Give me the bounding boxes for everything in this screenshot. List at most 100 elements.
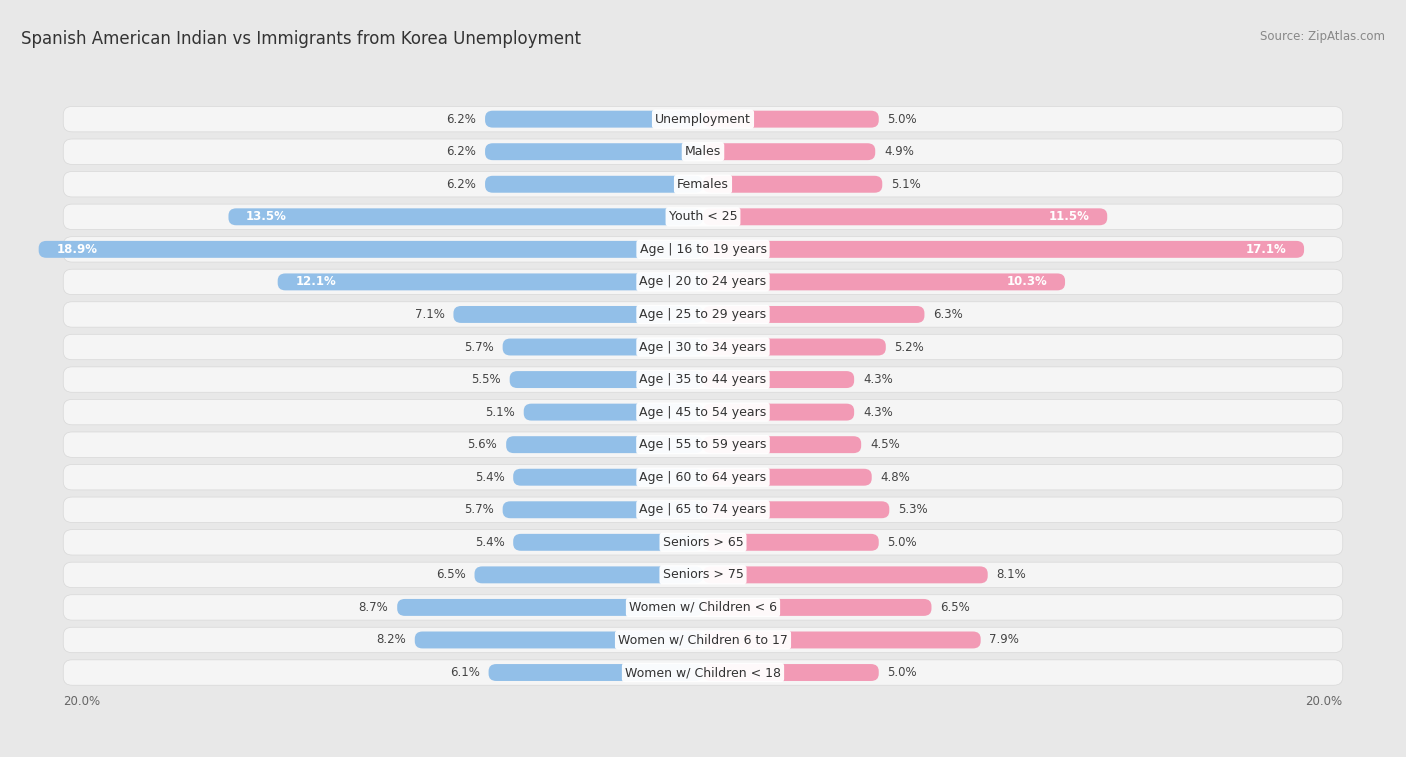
FancyBboxPatch shape — [703, 566, 987, 584]
FancyBboxPatch shape — [513, 469, 703, 486]
FancyBboxPatch shape — [703, 501, 889, 519]
Text: Age | 16 to 19 years: Age | 16 to 19 years — [640, 243, 766, 256]
FancyBboxPatch shape — [415, 631, 703, 649]
FancyBboxPatch shape — [63, 335, 1343, 360]
Text: Females: Females — [678, 178, 728, 191]
FancyBboxPatch shape — [703, 176, 883, 193]
Text: 4.3%: 4.3% — [863, 406, 893, 419]
FancyBboxPatch shape — [63, 595, 1343, 620]
Text: 17.1%: 17.1% — [1246, 243, 1286, 256]
Text: 5.3%: 5.3% — [898, 503, 928, 516]
FancyBboxPatch shape — [63, 367, 1343, 392]
Text: Spanish American Indian vs Immigrants from Korea Unemployment: Spanish American Indian vs Immigrants fr… — [21, 30, 581, 48]
Text: 7.9%: 7.9% — [990, 634, 1019, 646]
Text: 4.8%: 4.8% — [880, 471, 910, 484]
FancyBboxPatch shape — [703, 306, 925, 323]
Text: 5.6%: 5.6% — [468, 438, 498, 451]
Text: 5.4%: 5.4% — [475, 471, 505, 484]
FancyBboxPatch shape — [503, 501, 703, 519]
Text: Source: ZipAtlas.com: Source: ZipAtlas.com — [1260, 30, 1385, 43]
Text: 6.1%: 6.1% — [450, 666, 479, 679]
Text: 11.5%: 11.5% — [1049, 210, 1090, 223]
FancyBboxPatch shape — [703, 241, 1305, 258]
FancyBboxPatch shape — [703, 111, 879, 128]
FancyBboxPatch shape — [524, 403, 703, 421]
Text: 5.1%: 5.1% — [485, 406, 515, 419]
Text: 6.2%: 6.2% — [447, 178, 477, 191]
Text: 4.9%: 4.9% — [884, 145, 914, 158]
Text: Age | 35 to 44 years: Age | 35 to 44 years — [640, 373, 766, 386]
Text: 4.3%: 4.3% — [863, 373, 893, 386]
Text: 20.0%: 20.0% — [63, 695, 100, 708]
Text: 8.7%: 8.7% — [359, 601, 388, 614]
Text: 10.3%: 10.3% — [1007, 276, 1047, 288]
FancyBboxPatch shape — [703, 664, 879, 681]
Text: Age | 30 to 34 years: Age | 30 to 34 years — [640, 341, 766, 354]
Text: Age | 55 to 59 years: Age | 55 to 59 years — [640, 438, 766, 451]
Text: 5.0%: 5.0% — [887, 536, 917, 549]
FancyBboxPatch shape — [503, 338, 703, 356]
FancyBboxPatch shape — [63, 107, 1343, 132]
Text: Youth < 25: Youth < 25 — [669, 210, 737, 223]
FancyBboxPatch shape — [63, 432, 1343, 457]
FancyBboxPatch shape — [63, 400, 1343, 425]
FancyBboxPatch shape — [703, 469, 872, 486]
FancyBboxPatch shape — [63, 139, 1343, 164]
FancyBboxPatch shape — [703, 208, 1108, 226]
FancyBboxPatch shape — [454, 306, 703, 323]
FancyBboxPatch shape — [39, 241, 703, 258]
Text: 20.0%: 20.0% — [1306, 695, 1343, 708]
FancyBboxPatch shape — [485, 143, 703, 160]
FancyBboxPatch shape — [485, 111, 703, 128]
FancyBboxPatch shape — [489, 664, 703, 681]
FancyBboxPatch shape — [229, 208, 703, 226]
Text: 5.7%: 5.7% — [464, 341, 494, 354]
Text: 5.4%: 5.4% — [475, 536, 505, 549]
Text: 8.2%: 8.2% — [377, 634, 406, 646]
Text: 5.1%: 5.1% — [891, 178, 921, 191]
Text: 6.5%: 6.5% — [941, 601, 970, 614]
Text: 6.2%: 6.2% — [447, 113, 477, 126]
Text: 18.9%: 18.9% — [56, 243, 97, 256]
FancyBboxPatch shape — [63, 497, 1343, 522]
Text: 5.0%: 5.0% — [887, 113, 917, 126]
Text: 5.0%: 5.0% — [887, 666, 917, 679]
Text: Age | 65 to 74 years: Age | 65 to 74 years — [640, 503, 766, 516]
Text: 4.5%: 4.5% — [870, 438, 900, 451]
Text: Women w/ Children < 6: Women w/ Children < 6 — [628, 601, 778, 614]
FancyBboxPatch shape — [513, 534, 703, 551]
Text: Unemployment: Unemployment — [655, 113, 751, 126]
FancyBboxPatch shape — [63, 530, 1343, 555]
FancyBboxPatch shape — [63, 204, 1343, 229]
Text: Women w/ Children < 18: Women w/ Children < 18 — [626, 666, 780, 679]
FancyBboxPatch shape — [703, 403, 855, 421]
Text: Age | 25 to 29 years: Age | 25 to 29 years — [640, 308, 766, 321]
FancyBboxPatch shape — [703, 631, 981, 649]
FancyBboxPatch shape — [278, 273, 703, 291]
Text: 5.7%: 5.7% — [464, 503, 494, 516]
FancyBboxPatch shape — [703, 436, 860, 453]
Text: 12.1%: 12.1% — [295, 276, 336, 288]
FancyBboxPatch shape — [63, 660, 1343, 685]
FancyBboxPatch shape — [63, 172, 1343, 197]
FancyBboxPatch shape — [475, 566, 703, 584]
FancyBboxPatch shape — [703, 371, 855, 388]
FancyBboxPatch shape — [703, 273, 1066, 291]
Text: Seniors > 65: Seniors > 65 — [662, 536, 744, 549]
FancyBboxPatch shape — [63, 269, 1343, 294]
Text: 6.2%: 6.2% — [447, 145, 477, 158]
Text: 8.1%: 8.1% — [997, 569, 1026, 581]
Text: 5.5%: 5.5% — [471, 373, 501, 386]
FancyBboxPatch shape — [485, 176, 703, 193]
FancyBboxPatch shape — [63, 628, 1343, 653]
FancyBboxPatch shape — [703, 143, 875, 160]
Text: Males: Males — [685, 145, 721, 158]
FancyBboxPatch shape — [510, 371, 703, 388]
Text: 6.5%: 6.5% — [436, 569, 465, 581]
FancyBboxPatch shape — [703, 338, 886, 356]
Text: Age | 60 to 64 years: Age | 60 to 64 years — [640, 471, 766, 484]
Text: Age | 20 to 24 years: Age | 20 to 24 years — [640, 276, 766, 288]
FancyBboxPatch shape — [398, 599, 703, 616]
Text: Age | 45 to 54 years: Age | 45 to 54 years — [640, 406, 766, 419]
Text: 7.1%: 7.1% — [415, 308, 444, 321]
